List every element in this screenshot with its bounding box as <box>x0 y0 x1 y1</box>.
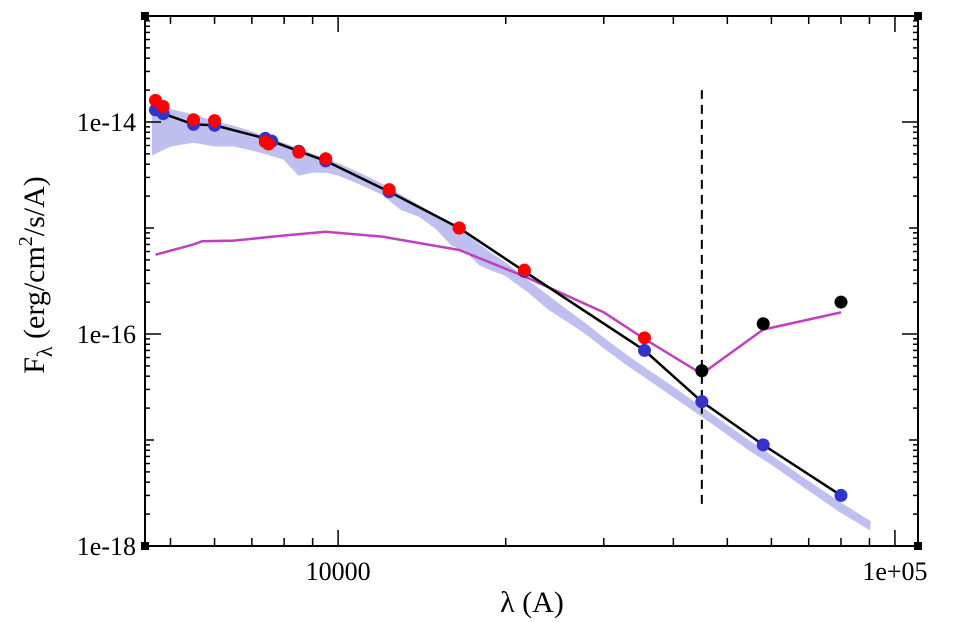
model-point <box>756 438 770 452</box>
tick-labels: 1e-14 1e-16 1e-18 10000 1e+05 <box>77 108 928 586</box>
x-tick-label: 1e+05 <box>862 557 927 586</box>
y-axis-title-main: F <box>18 357 51 374</box>
model-spectrum-area <box>151 105 871 531</box>
y-tick-label: 1e-18 <box>77 532 136 561</box>
observed-point <box>382 183 396 197</box>
y-axis-title-sup: 2 <box>15 236 37 246</box>
y-tick-label: 1e-16 <box>77 320 136 349</box>
markers-layer <box>149 93 848 502</box>
excess-point <box>834 295 848 309</box>
model-point <box>695 395 709 409</box>
observed-point <box>319 152 333 166</box>
excess-point <box>756 317 770 331</box>
model-point <box>834 488 848 502</box>
model-point <box>637 343 651 357</box>
observed-point <box>517 263 531 277</box>
model-spectrum-layer <box>151 105 871 531</box>
frame-corner <box>914 12 922 20</box>
excess-model-line <box>155 230 842 376</box>
observed-point <box>262 137 276 151</box>
observed-point <box>208 114 222 128</box>
x-tick-label: 10000 <box>306 557 371 586</box>
observed-point <box>637 331 651 345</box>
y-axis-title: Fλ (erg/cm2/s/A) <box>15 176 57 374</box>
frame-corner <box>141 12 149 20</box>
excess-line-layer <box>155 230 842 376</box>
x-axis-title: λ (A) <box>500 586 564 619</box>
observed-point <box>187 113 201 127</box>
excess-point <box>695 364 709 378</box>
y-axis-title-sub: λ <box>32 346 57 357</box>
y-axis-title-unit-close: /s/A) <box>18 176 51 236</box>
observed-point <box>452 221 466 235</box>
plot-frame <box>144 15 919 547</box>
observed-point <box>292 145 306 159</box>
observed-point <box>156 100 170 114</box>
axes-frame <box>141 12 922 550</box>
y-tick-label: 1e-14 <box>77 108 136 137</box>
y-axis-title-unit-open: (erg/cm <box>18 246 51 346</box>
